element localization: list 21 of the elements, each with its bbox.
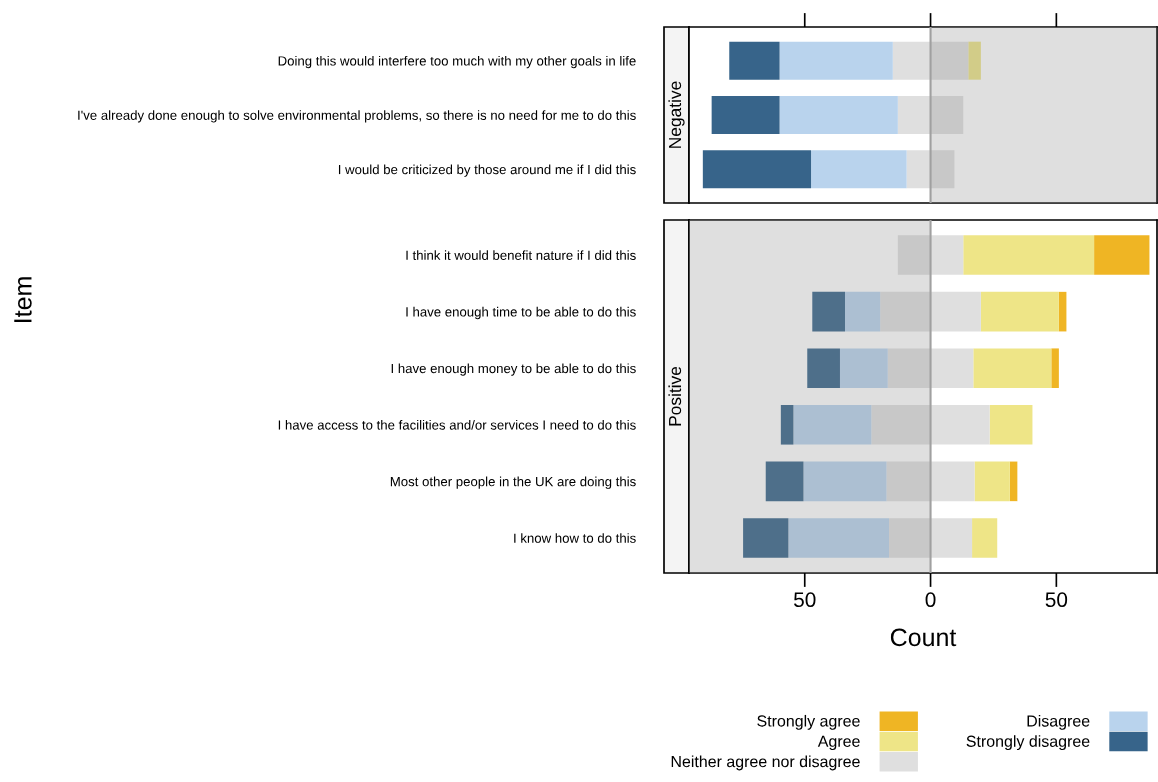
text: Positive: [668, 366, 682, 426]
x-tick-label: 50: [793, 592, 816, 608]
legend-label: Neither agree nor disagree: [671, 755, 860, 771]
y-axis-title: Item: [14, 277, 32, 322]
text: Negative: [668, 81, 685, 148]
y-tick-label: I've already done enough to solve environmental problems, so there is no need for me to do this: [78, 110, 636, 123]
y-tick-label: I would be criticized by those around me if I did this: [338, 164, 636, 177]
y-tick-label: Most other people in the UK are doing this: [390, 476, 636, 489]
y-tick-label: Doing this would interfere too much with my other goals in life: [278, 55, 636, 69]
x-axis-title: Count: [890, 628, 957, 647]
x-tick-label: 0: [925, 592, 936, 608]
x-tick-label: 50: [1045, 592, 1068, 608]
y-tick-label: I have enough time to be able to do this: [406, 306, 636, 320]
legend-label: Disagree: [1027, 714, 1090, 730]
y-tick-label: I have enough money to be able to do this: [391, 363, 636, 376]
y-tick-label: I think it would benefit nature if I did this: [406, 250, 636, 260]
y-tick-label: I have access to the facilities and/or services I need to do this: [278, 420, 636, 430]
legend-label: Strongly agree: [757, 714, 860, 730]
legend-label: Strongly disagree: [966, 735, 1090, 751]
legend-label: Agree: [817, 735, 860, 751]
y-tick-label: I know how to do this: [514, 533, 636, 543]
